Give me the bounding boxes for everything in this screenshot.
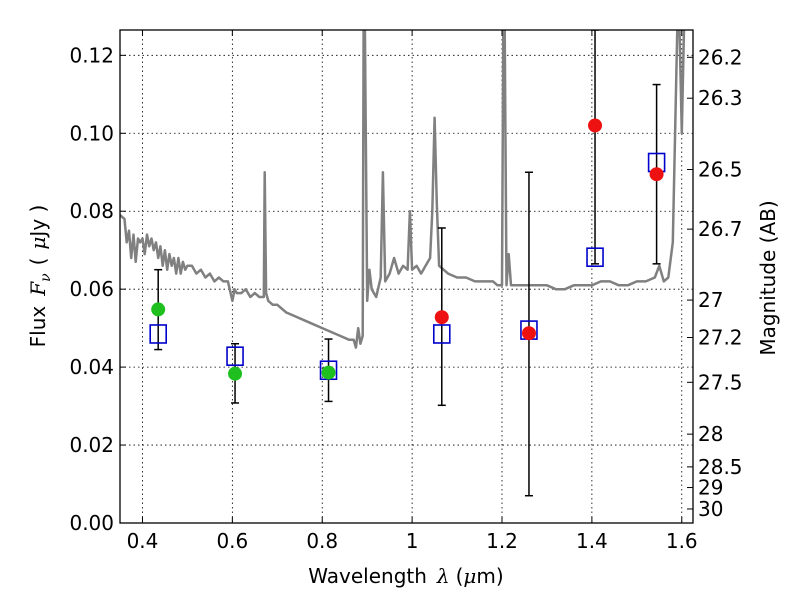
magnitude-tick-label: 26.2 [698,45,743,69]
observed-flux-point [588,118,603,133]
y-tick-label: 0.04 [69,355,114,379]
magnitude-tick-label: 27 [698,288,723,312]
observed-flux-point [321,365,336,380]
magnitude-tick-label: 26.3 [698,86,743,110]
axis-ticks: 0.4 0.6 0.8 1 1.2 1.4 1.6 0.00 0.02 0.04 0.06 0.08 0… [69,30,743,553]
x-tick-label: 0.4 [127,529,159,553]
y-tick-label: 0.08 [69,199,114,223]
y-axis-label: FluxFν(μJy ) [26,205,54,348]
observed-flux-point [521,326,536,341]
photometry-layer [149,30,666,497]
x-tick-label: 0.6 [216,529,248,553]
y-tick-label: 0.10 [69,121,114,145]
model-flux-square [432,324,451,344]
model-flux-square [586,247,604,268]
magnitude-tick-label: 30 [698,497,723,521]
magnitude-tick-label: 27.2 [698,325,743,349]
model-flux-square [226,346,244,366]
magnitude-axis-label: Magnitude (AB) [756,200,780,355]
magnitude-tick-label: 28 [698,422,723,446]
y-tick-label: 0.00 [69,511,114,535]
magnitude-tick-label: 26.7 [698,217,743,241]
observed-flux-point [228,366,243,381]
model-flux-square [149,324,167,344]
x-tick-label: 1.6 [666,529,698,553]
x-axis-label: Wavelength λ (μm) [308,564,503,588]
observed-flux-point [151,302,166,317]
y-tick-label: 0.12 [69,43,114,67]
model-spectrum-line [120,30,686,349]
magnitude-tick-label: 27.5 [698,370,743,394]
magnitude-tick-label: 28.5 [698,455,743,479]
observed-flux-point [434,310,449,325]
y-tick-label: 0.06 [69,277,114,301]
magnitude-tick-label: 29 [698,476,723,500]
x-tick-label: 1.4 [576,529,608,553]
x-tick-label: 1.2 [486,529,518,553]
x-tick-label: 1 [406,529,419,553]
y-tick-label: 0.02 [69,433,114,457]
model-spectrum-layer [120,30,686,349]
plot-frame [119,29,694,524]
observed-flux-point [649,167,664,182]
x-tick-label: 0.8 [306,529,338,553]
magnitude-tick-label: 26.5 [698,158,743,182]
